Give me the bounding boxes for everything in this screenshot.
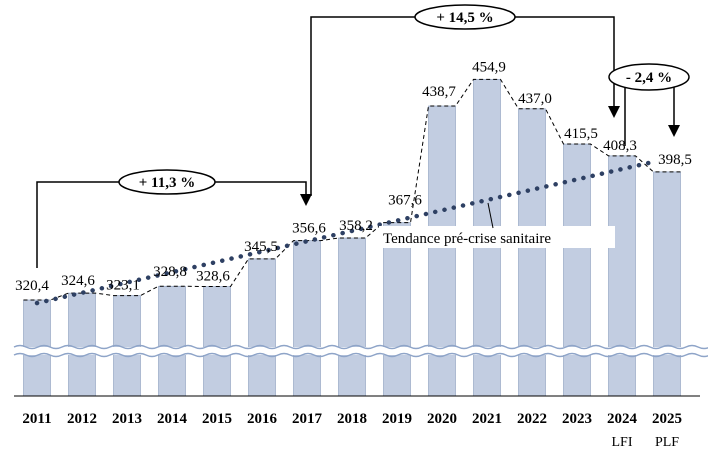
annotation-3-text: - 2,4 %	[626, 70, 672, 86]
annotation-3-pill	[608, 63, 690, 91]
trend-line	[34, 160, 652, 306]
tick-label-2024: 2024	[607, 411, 638, 427]
value-label-2012: 324,6	[61, 273, 95, 289]
value-label-2021: 454,9	[472, 59, 506, 75]
value-label-2015: 328,6	[196, 269, 230, 285]
axis-break-gap	[10, 347, 704, 355]
tick-label-2023: 2023	[562, 411, 592, 427]
tick-label-2011: 2011	[22, 411, 51, 427]
tick-label-2022: 2022	[517, 411, 547, 427]
bar-2012	[68, 292, 96, 397]
bar-2017	[293, 240, 321, 397]
bar-2015	[203, 286, 231, 397]
bar-top-connector	[23, 78, 681, 301]
axis-break-line-bottom	[13, 352, 708, 358]
tick-label-2020: 2020	[427, 411, 457, 427]
sub-label-2025: PLF	[655, 435, 679, 450]
bar-2016	[248, 258, 276, 397]
annotation-2-text: + 14,5 %	[436, 10, 493, 26]
annotation-1-pill	[118, 169, 216, 195]
tick-label-2016: 2016	[247, 411, 278, 427]
value-label-2024: 408,3	[603, 138, 637, 154]
tick-label-2012: 2012	[67, 411, 97, 427]
tick-label-2021: 2021	[472, 411, 502, 427]
tick-label-2018: 2018	[337, 411, 367, 427]
trend-label-bg	[379, 226, 615, 248]
tick-label-2025: 2025	[652, 411, 682, 427]
bar-2014	[158, 285, 186, 397]
value-label-2018: 358,2	[339, 218, 373, 234]
tick-label-2013: 2013	[112, 411, 142, 427]
annotation-1-connector	[36, 181, 307, 268]
annotation-2-arrowhead	[608, 106, 620, 118]
value-label-2019: 367,6	[388, 193, 422, 209]
bar-2019	[383, 222, 411, 397]
value-label-2022: 437,0	[518, 91, 552, 107]
bar-2025	[653, 171, 681, 397]
annotation-1-text: + 11,3 %	[139, 175, 195, 191]
value-label-2011: 320,4	[15, 278, 49, 294]
trend-label-leader	[487, 202, 494, 229]
annotation-1-arrowhead	[300, 194, 312, 206]
bar-2024	[608, 155, 636, 397]
value-label-2013: 323,1	[106, 278, 140, 294]
value-label-2016: 345,5	[244, 239, 278, 255]
value-label-2017: 356,6	[292, 221, 326, 237]
value-label-2014: 328,8	[153, 264, 187, 280]
trend-label: Tendance pré-crise sanitaire	[383, 231, 551, 247]
tick-label-2014: 2014	[157, 411, 188, 427]
tick-label-2017: 2017	[292, 411, 323, 427]
axis-break-line-top	[13, 344, 708, 350]
value-label-2025: 398,5	[658, 152, 692, 168]
sub-label-2024: LFI	[612, 435, 633, 450]
annotation-2-pill	[414, 4, 516, 30]
tick-label-2019: 2019	[382, 411, 412, 427]
annotation-3-arrowhead	[668, 125, 680, 137]
bar-2023	[563, 143, 591, 397]
value-label-2020: 438,7	[422, 84, 456, 100]
value-label-2023: 415,5	[564, 126, 598, 142]
tick-label-2015: 2015	[202, 411, 232, 427]
bar-2018	[338, 237, 366, 397]
